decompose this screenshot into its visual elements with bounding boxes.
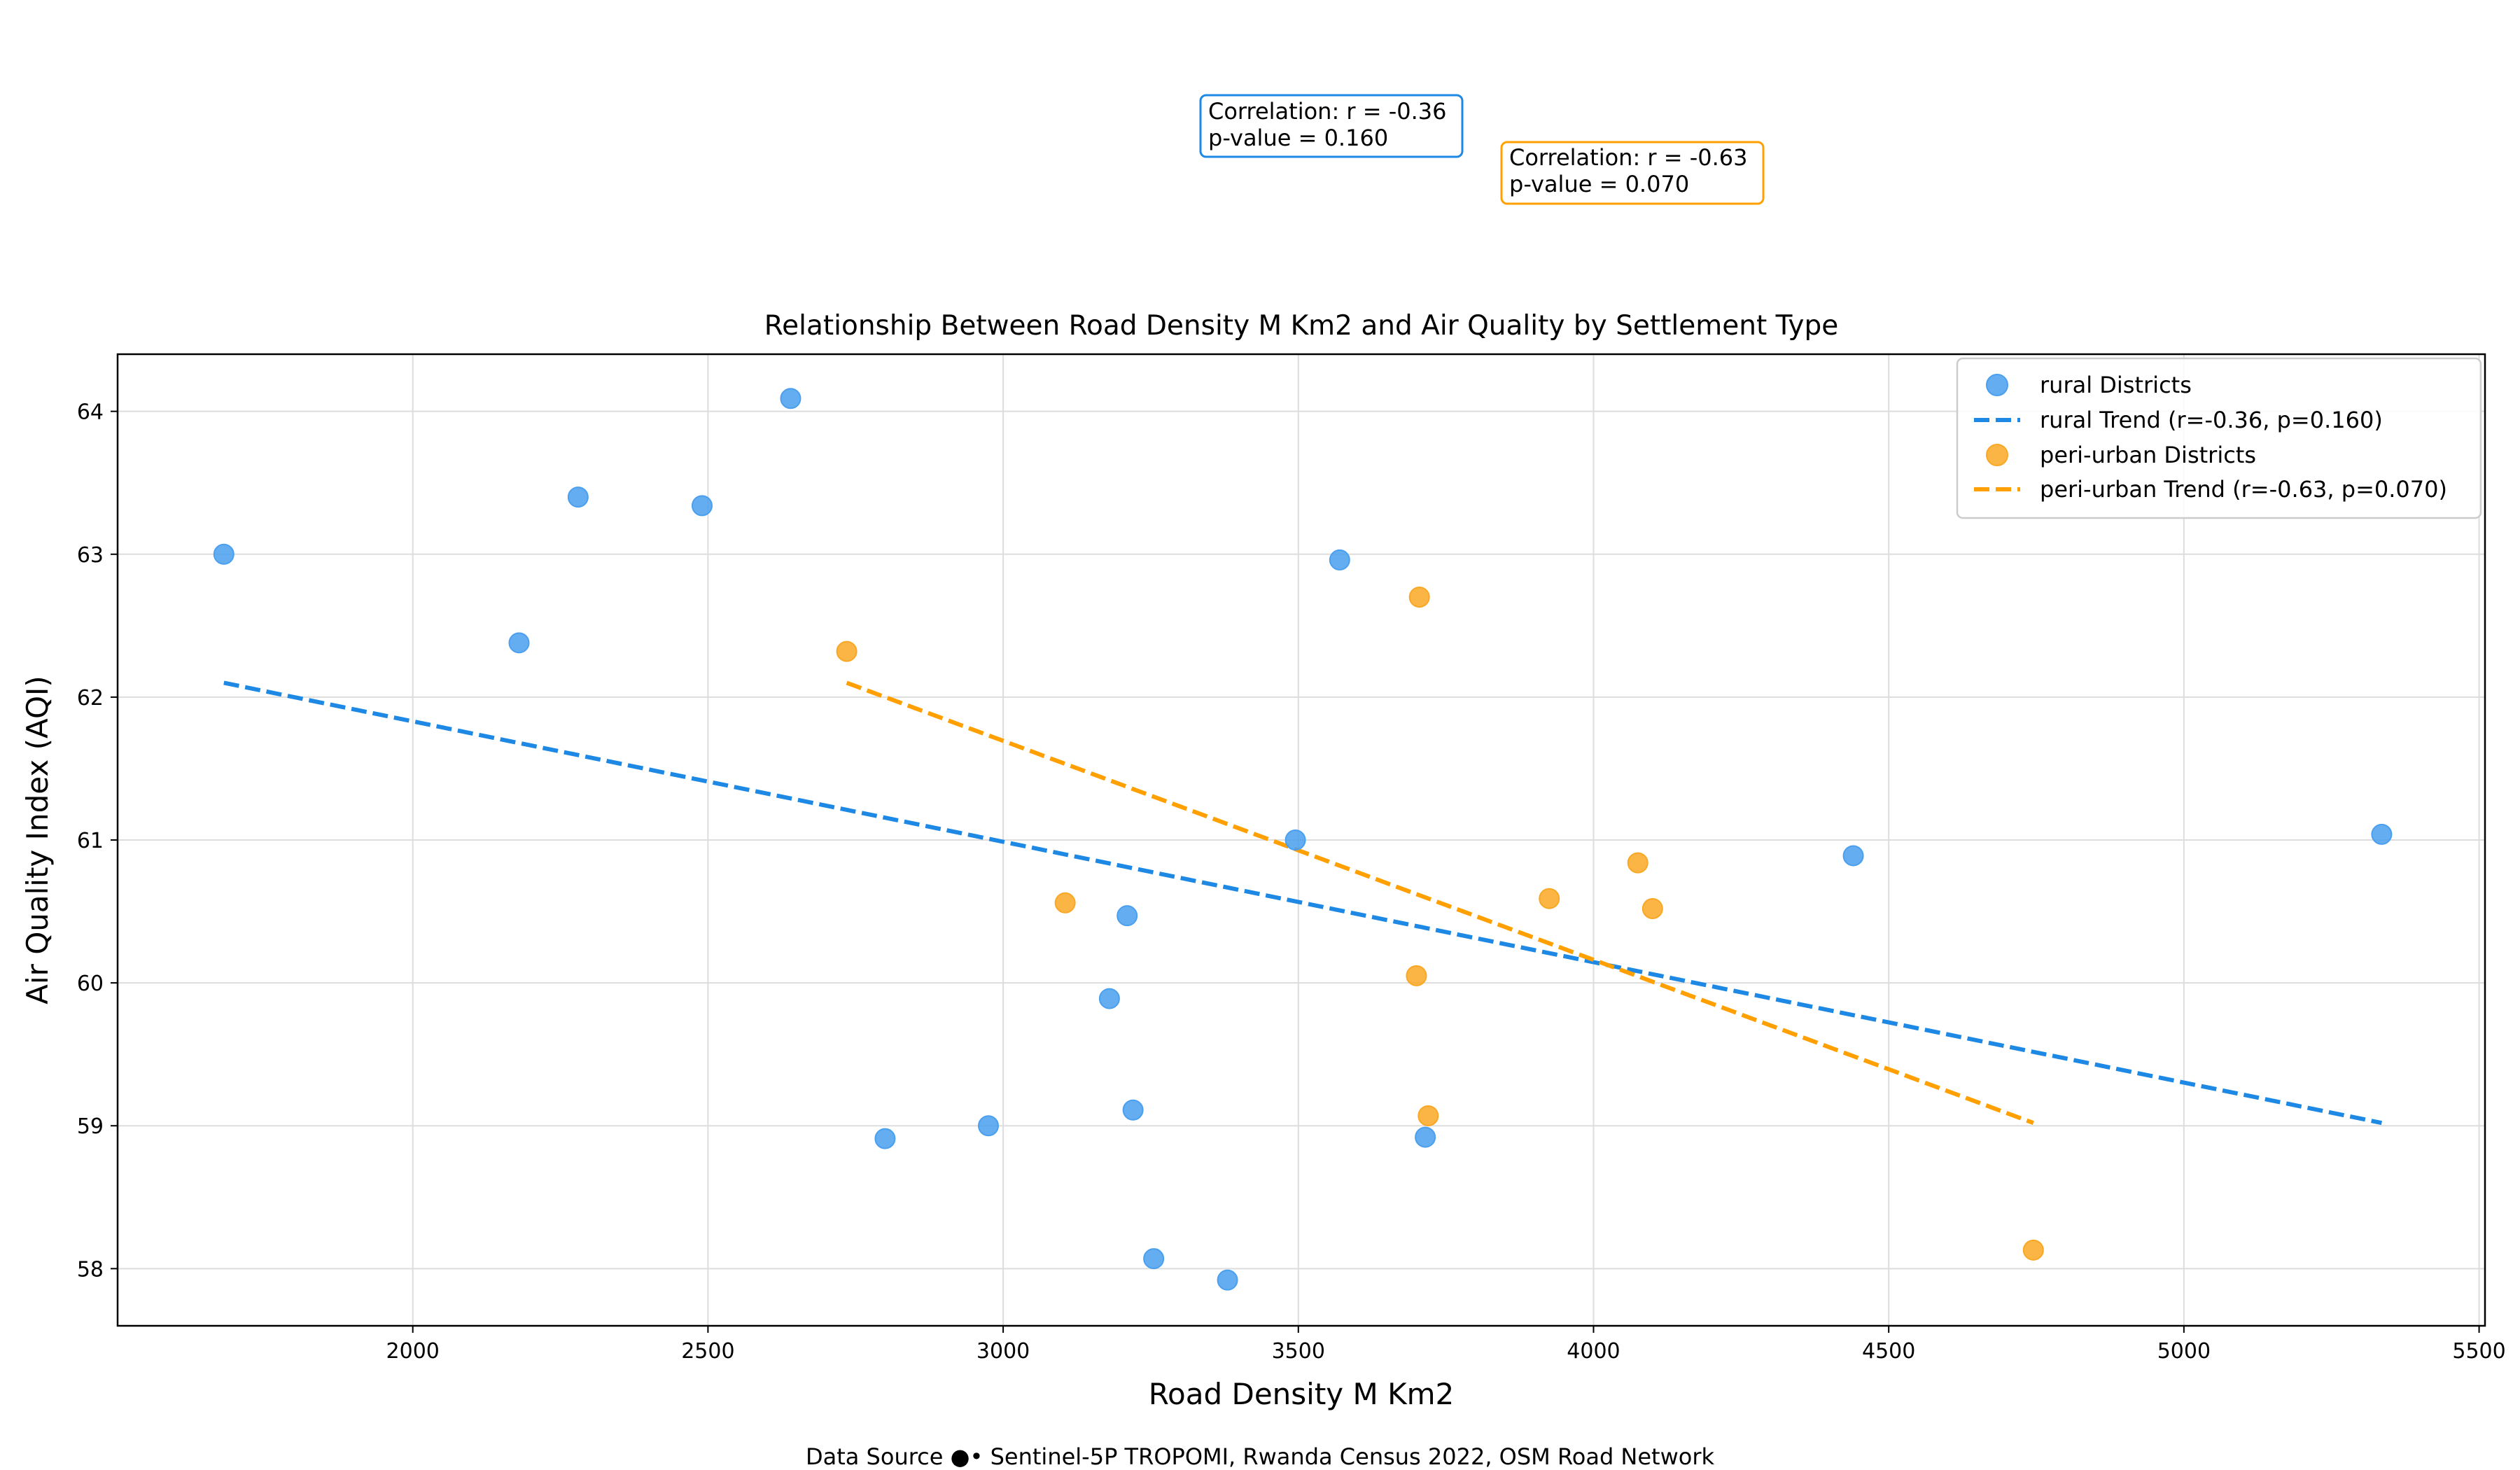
peri-urban-data-point	[836, 640, 858, 662]
rural-data-point	[1116, 905, 1138, 927]
rural-data-point	[691, 495, 713, 517]
y-tick-label: 58	[77, 1257, 104, 1282]
y-tick-label: 63	[77, 543, 104, 568]
rural-data-point	[2371, 823, 2393, 845]
legend-frame	[1956, 357, 2482, 519]
rural-data-point	[1842, 845, 1864, 867]
x-tick-label: 2000	[386, 1339, 440, 1364]
y-axis-label: Air Quality Index (AQI)	[20, 676, 55, 1004]
rural-data-point	[1143, 1248, 1165, 1270]
rural-data-point	[780, 388, 802, 410]
peri-urban-data-point	[1418, 1105, 1439, 1126]
rural-data-point	[1415, 1126, 1436, 1148]
peri-urban-data-point	[1642, 897, 1663, 919]
x-tick-label: 5000	[2157, 1339, 2211, 1364]
legend-peri-urban-label: peri-urban Districts	[2040, 442, 2256, 468]
x-tick-label: 2500	[681, 1339, 734, 1364]
rural-correlation-annotation: Correlation: r = -0.36 p-value = 0.160	[1199, 94, 1464, 158]
x-tick-label: 5500	[2452, 1339, 2505, 1364]
legend-peri-urban-trend-label: peri-urban Trend (r=-0.63, p=0.070)	[2040, 476, 2447, 503]
peri-urban-data-point	[1539, 888, 1560, 909]
y-axis-ticks: 58 59 60 61 62 63 64	[77, 400, 118, 1282]
rural-data-point	[213, 543, 234, 565]
peri-urban-data-point	[1627, 852, 1648, 874]
rural-data-point	[1122, 1099, 1144, 1121]
y-tick-label: 60	[77, 972, 104, 996]
y-tick-label: 59	[77, 1114, 104, 1139]
chart-title: Relationship Between Road Density M Km2 …	[764, 310, 1838, 342]
legend: rural Districts rural Trend (r=-0.36, p=…	[1956, 357, 2482, 519]
rural-data-point	[508, 632, 530, 654]
data-points	[213, 388, 2393, 1291]
x-axis-label: Road Density M Km2	[1149, 1377, 1455, 1411]
rural-pvalue-line: p-value = 0.160	[1208, 125, 1388, 151]
legend-rural-label: rural Districts	[2040, 372, 2192, 398]
legend-rural-trend-label: rural Trend (r=-0.36, p=0.160)	[2040, 407, 2383, 433]
rural-data-point	[1098, 988, 1120, 1009]
x-tick-label: 3000	[976, 1339, 1030, 1364]
rural-trend-line	[223, 680, 2383, 1126]
legend-rural-marker	[1986, 374, 2008, 396]
peri-urban-data-point	[2022, 1239, 2044, 1261]
rural-data-point	[1284, 830, 1306, 850]
legend-peri-urban-marker	[1986, 444, 2008, 466]
y-tick-label: 61	[77, 829, 104, 853]
peri-urban-correlation-line: Correlation: r = -0.63	[1509, 144, 1748, 171]
rural-correlation-line: Correlation: r = -0.36	[1208, 98, 1447, 125]
x-tick-label: 4000	[1567, 1339, 1620, 1364]
peri-urban-data-point	[1408, 587, 1430, 608]
rural-data-point	[874, 1128, 896, 1149]
peri-urban-data-point	[1406, 965, 1427, 986]
y-tick-label: 62	[77, 686, 104, 710]
peri-urban-data-point	[1054, 892, 1076, 913]
y-tick-label: 64	[77, 400, 104, 425]
x-axis-ticks: 2000 2500 3000 3500 4000 4500 5000 5500	[386, 1326, 2506, 1364]
rural-data-point	[978, 1115, 1000, 1137]
peri-urban-correlation-annotation: Correlation: r = -0.63 p-value = 0.070	[1500, 141, 1765, 205]
grid-lines	[118, 354, 2485, 1326]
rural-data-point	[567, 486, 589, 508]
x-tick-label: 4500	[1862, 1339, 1915, 1364]
x-tick-label: 3500	[1272, 1339, 1325, 1364]
rural-data-point	[1217, 1269, 1238, 1291]
peri-urban-pvalue-line: p-value = 0.070	[1509, 171, 1689, 197]
trend-lines	[223, 680, 2383, 1126]
peri-urban-trend-line	[846, 680, 2034, 1125]
rural-data-point	[1329, 549, 1350, 570]
data-source-footer: Data Source ●• Sentinel-5P TROPOMI, Rwan…	[806, 1443, 1715, 1470]
